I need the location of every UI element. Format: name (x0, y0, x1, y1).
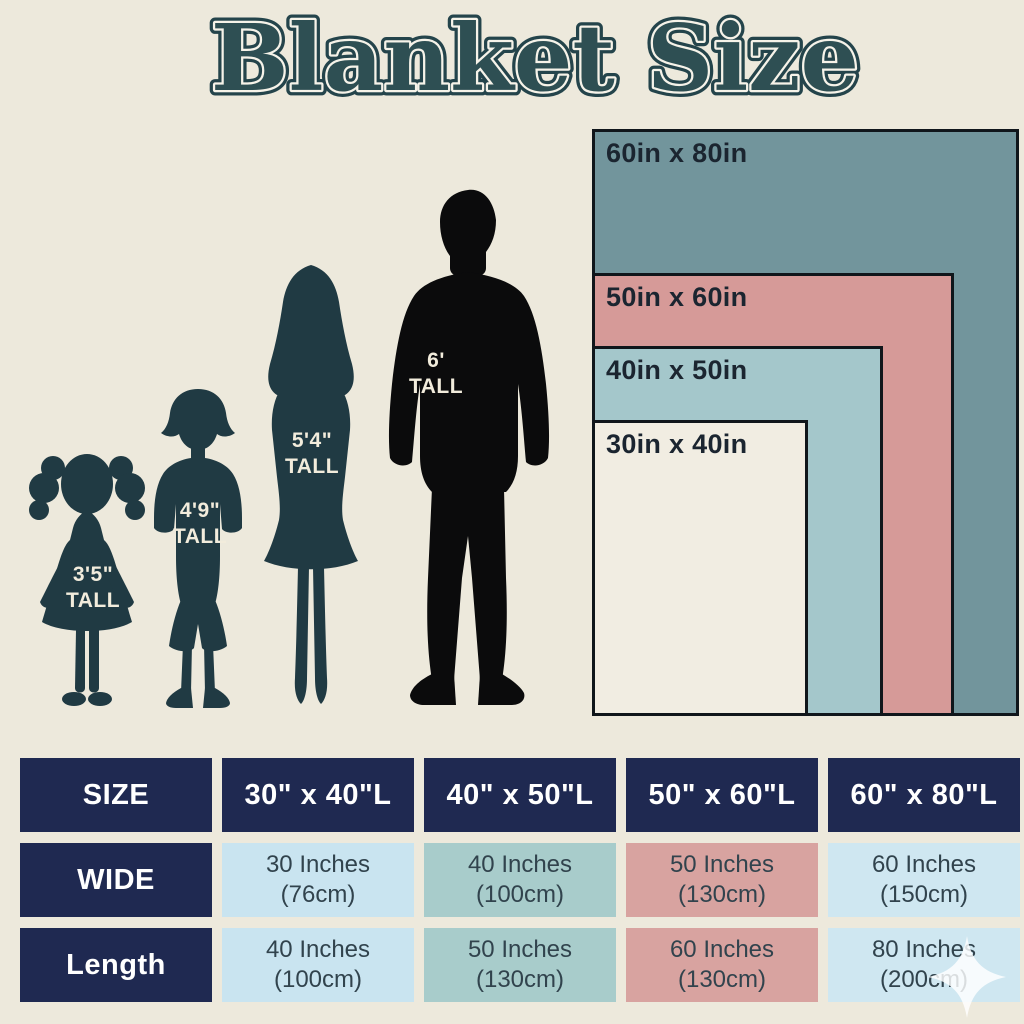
cell-line1: 50 Inches (669, 851, 775, 878)
woman-height-tall: TALL (284, 455, 340, 479)
page-title: Blanket Size Blanket Size Blanket Size (205, 0, 864, 118)
table-row-label-length: Length (20, 928, 212, 1002)
woman-height-value: 5'4" (291, 429, 333, 452)
cell-line2: (100cm) (273, 966, 363, 993)
table-cell-wide-50x60: 50 Inches (130cm) (626, 843, 818, 917)
table-row-label-wide: WIDE (20, 843, 212, 917)
blanket-rect-label: 30in x 40in (606, 429, 748, 459)
table-header-30x40: 30" x 40"L (222, 758, 414, 832)
girl-height-tall: TALL (65, 589, 121, 613)
man-silhouette (388, 189, 550, 705)
blanket-rect-label: 60in x 80in (606, 138, 748, 168)
blanket-rect-label: 40in x 50in (606, 355, 748, 385)
table-cell-wide-30x40: 30 Inches (76cm) (222, 843, 414, 917)
cell-line2: (130cm) (475, 966, 565, 993)
cell-line1: 60 Inches (871, 851, 977, 878)
cell-line2: (150cm) (879, 881, 969, 908)
page-title-text: Blanket Size (211, 4, 859, 112)
table-cell-length-50x60: 60 Inches (130cm) (626, 928, 818, 1002)
girl-height-value: 3'5" (72, 563, 114, 586)
man-height-tall: TALL (408, 375, 464, 399)
table-cell-length-40x50: 50 Inches (130cm) (424, 928, 616, 1002)
table-header-size: SIZE (20, 758, 212, 832)
cell-line1: 40 Inches (265, 936, 371, 963)
table-cell-length-30x40: 40 Inches (100cm) (222, 928, 414, 1002)
blanket-rect-30x40: 30in x 40in (592, 420, 808, 716)
cell-line2: (130cm) (677, 881, 767, 908)
table-header-40x50: 40" x 50"L (424, 758, 616, 832)
page-title-outline: Blanket Size (211, 4, 859, 112)
table-header-60x80: 60" x 80"L (828, 758, 1020, 832)
blanket-rect-label: 50in x 60in (606, 282, 748, 312)
cell-line1: 60 Inches (669, 936, 775, 963)
boy-height-tall: TALL (172, 525, 228, 549)
boy-silhouette (154, 389, 242, 708)
cell-line1: 30 Inches (265, 851, 371, 878)
man-height-label: 6' TALL (409, 348, 463, 401)
boy-height-label: 4'9" TALL (173, 498, 227, 551)
table-cell-wide-40x50: 40 Inches (100cm) (424, 843, 616, 917)
cell-line2: (100cm) (475, 881, 565, 908)
page-title-inline: Blanket Size (211, 4, 859, 112)
cell-line1: 80 Inches (871, 936, 977, 963)
cell-line1: 40 Inches (467, 851, 573, 878)
man-height-value: 6' (427, 349, 445, 372)
cell-line1: 50 Inches (467, 936, 573, 963)
size-table: SIZE 30" x 40"L 40" x 50"L 50" x 60"L 60… (20, 758, 1020, 1002)
cell-line2: (130cm) (677, 966, 767, 993)
table-header-50x60: 50" x 60"L (626, 758, 818, 832)
girl-silhouette (29, 454, 145, 706)
girl-height-label: 3'5" TALL (66, 562, 120, 615)
sparkle-icon (928, 936, 1006, 1018)
table-cell-wide-60x80: 60 Inches (150cm) (828, 843, 1020, 917)
woman-silhouette (264, 265, 358, 704)
cell-line2: (76cm) (280, 881, 356, 908)
woman-height-label: 5'4" TALL (285, 428, 339, 481)
boy-height-value: 4'9" (179, 499, 221, 522)
